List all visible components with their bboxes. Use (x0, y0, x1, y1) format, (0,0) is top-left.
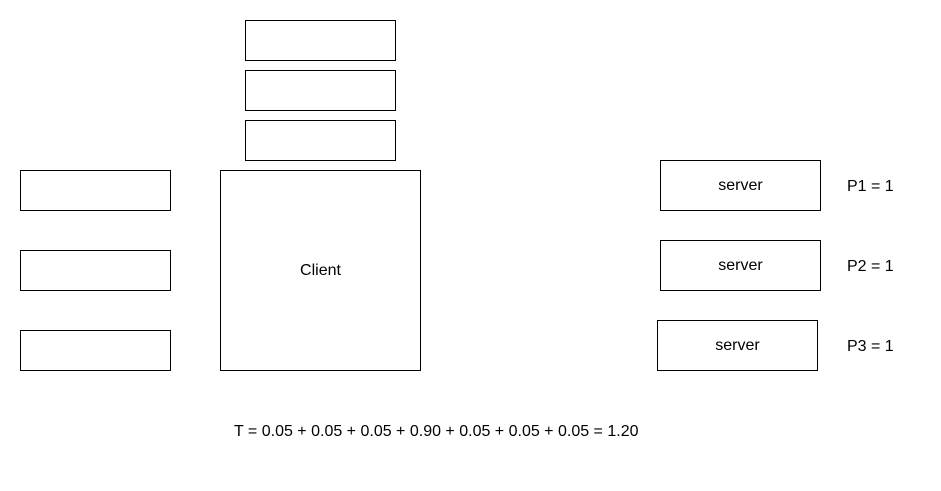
server-label-1: server (718, 176, 763, 194)
server-box-1: server (660, 160, 821, 211)
priority-label-3: P3 = 1 (847, 338, 894, 355)
priority-label-1: P1 = 1 (847, 178, 894, 195)
top-queue-box-1 (245, 20, 396, 61)
left-queue-box-3 (20, 330, 171, 371)
top-queue-box-3 (245, 120, 396, 161)
priority-label-2: P2 = 1 (847, 258, 894, 275)
client-label: Client (300, 261, 341, 279)
server-box-2: server (660, 240, 821, 291)
server-label-3: server (715, 336, 760, 354)
client-box: Client (220, 170, 421, 371)
server-box-3: server (657, 320, 818, 371)
left-queue-box-1 (20, 170, 171, 211)
total-time-formula: T = 0.05 + 0.05 + 0.05 + 0.90 + 0.05 + 0… (234, 423, 639, 440)
left-queue-box-2 (20, 250, 171, 291)
server-label-2: server (718, 256, 763, 274)
top-queue-box-2 (245, 70, 396, 111)
